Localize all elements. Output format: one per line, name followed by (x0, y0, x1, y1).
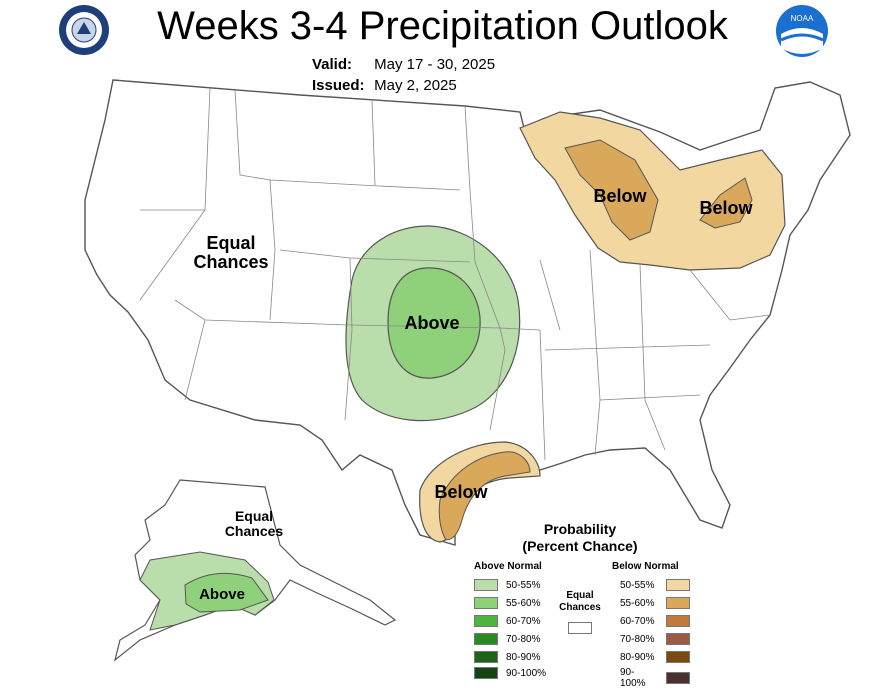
legend-equal-chances-label: Equal Chances (559, 590, 601, 613)
legend-swatch (666, 672, 690, 684)
valid-line: Valid: May 17 - 30, 2025 (312, 56, 495, 73)
legend-swatch (474, 667, 498, 679)
legend-above-item: 50-55% (474, 579, 540, 591)
legend-below-item: 50-55% (620, 579, 690, 591)
legend-swatch (666, 633, 690, 645)
legend-below-heading: Below Normal (612, 561, 679, 572)
legend-equal-swatch (568, 622, 592, 634)
state-lines (139, 87, 771, 461)
plains-above-label: Above (404, 313, 460, 333)
newyork-below-inner (699, 177, 753, 229)
legend-below-item: 70-80% (620, 633, 690, 645)
gulf-below-label: Below (434, 482, 488, 502)
issued-value: May 2, 2025 (374, 77, 457, 94)
legend-above-item: 70-80% (474, 633, 540, 645)
legend-title: Probability (Percent Chance) (522, 521, 638, 554)
noaa-logo-text: NOAA (791, 14, 814, 23)
legend-swatch (474, 633, 498, 645)
legend-swatch (666, 579, 690, 591)
commerce-seal-logo (59, 5, 109, 55)
legend-below-item: 55-60% (620, 597, 690, 609)
gulf-below-inner (438, 451, 531, 541)
legend-below-item: 60-70% (620, 615, 690, 627)
plains-above-inner (387, 267, 481, 379)
alaska-above-inner (184, 572, 269, 613)
issued-line: Issued: May 2, 2025 (312, 77, 457, 94)
legend-below-item: 90-100% (620, 667, 690, 689)
issued-label: Issued: (312, 77, 365, 94)
legend-above-item: 80-90% (474, 651, 540, 663)
legend-above-item: 90-100% (474, 667, 546, 679)
legend-swatch (474, 579, 498, 591)
west-equal-chances-label: Equal Chances (193, 233, 269, 272)
northeast-below-label: Below (699, 198, 753, 218)
legend-above-item: 55-60% (474, 597, 540, 609)
legend-swatch (666, 615, 690, 627)
legend-swatch (474, 597, 498, 609)
noaa-logo: NOAA (776, 5, 828, 57)
legend-swatch (666, 651, 690, 663)
alaska-above-label: Above (199, 586, 245, 603)
legend-swatch (474, 615, 498, 627)
legend-above-heading: Above Normal (474, 561, 542, 572)
page-title: Weeks 3-4 Precipitation Outlook (157, 4, 728, 48)
valid-label: Valid: (312, 56, 353, 73)
valid-value: May 17 - 30, 2025 (374, 56, 496, 73)
legend-above-item: 60-70% (474, 615, 540, 627)
great-lakes-below-label: Below (593, 186, 647, 206)
legend-swatch (666, 597, 690, 609)
legend-below-item: 80-90% (620, 651, 690, 663)
alaska-equal-chances-label: Equal Chances (224, 508, 284, 539)
legend-swatch (474, 651, 498, 663)
michigan-below-inner (564, 139, 659, 241)
